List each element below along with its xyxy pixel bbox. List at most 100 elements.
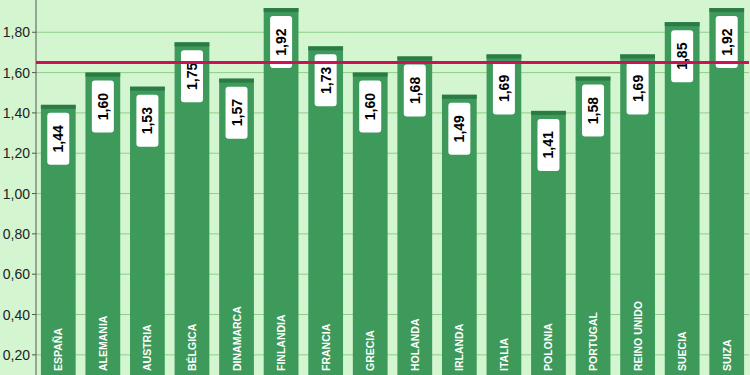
category-label: DINAMARCA	[231, 306, 243, 371]
bar	[531, 111, 566, 375]
data-label-box	[136, 95, 158, 147]
category-label: HOLANDA	[409, 318, 421, 371]
data-label-box	[404, 64, 426, 116]
bar	[41, 105, 76, 375]
data-label-box	[716, 16, 738, 68]
bar	[487, 54, 522, 375]
bar-top	[531, 111, 566, 115]
labels: 1,44ESPAÑA1,60ALEMANIA1,53AUSTRIA1,75BÉL…	[47, 16, 737, 371]
category-label: SUIZA	[721, 339, 733, 371]
data-label: 1,44	[50, 125, 66, 152]
bar-top	[175, 42, 210, 46]
category-label: IRLANDA	[453, 323, 465, 371]
category-label: REINO UNIDO	[632, 301, 644, 371]
bar-top	[665, 22, 700, 26]
category-label: FRANCIA	[320, 323, 332, 371]
data-label-box	[226, 87, 248, 139]
category-label: AUSTRIA	[141, 324, 153, 371]
category-label: ALEMANIA	[97, 315, 109, 371]
data-label: 1,92	[719, 28, 735, 55]
tick-mark	[32, 354, 36, 355]
bar-top	[487, 54, 522, 58]
tick-label: 0,20	[3, 347, 30, 363]
bar-top	[397, 56, 432, 60]
tick-label: 1,40	[3, 105, 30, 121]
tick-mark	[32, 274, 36, 275]
tick-label: 1,20	[3, 145, 30, 161]
category-label: SUECIA	[676, 331, 688, 371]
data-label: 1,49	[451, 115, 467, 142]
tick-mark	[32, 32, 36, 33]
bar	[665, 22, 700, 375]
tick-label: 1,60	[3, 65, 30, 81]
bar	[85, 73, 120, 375]
data-label-box	[270, 16, 292, 68]
bar-top	[219, 79, 254, 83]
tick-label: 1,80	[3, 24, 30, 40]
bar	[442, 95, 477, 375]
background	[0, 0, 750, 375]
data-label: 1,60	[362, 93, 378, 120]
reference-line	[36, 61, 749, 64]
category-label: ITALIA	[498, 338, 510, 371]
y-axis	[36, 0, 37, 375]
category-label: FINLANDIA	[275, 314, 287, 371]
data-label-box	[493, 62, 515, 114]
data-label: 1,92	[273, 28, 289, 55]
data-label: 1,57	[229, 99, 245, 126]
bar-top	[264, 8, 299, 12]
bar	[620, 54, 655, 375]
category-label: ESPAÑA	[52, 328, 64, 371]
grid-line	[36, 32, 749, 33]
data-label-box	[537, 119, 559, 171]
data-label-box	[627, 62, 649, 114]
tick-mark	[32, 233, 36, 234]
bar-top	[85, 73, 120, 77]
data-label: 1,41	[540, 131, 556, 158]
bar-top	[41, 105, 76, 109]
category-label: POLONIA	[542, 323, 554, 371]
data-label-box	[448, 103, 470, 155]
data-label: 1,73	[318, 67, 334, 94]
bar-top	[308, 46, 343, 50]
tick-label: 0,80	[3, 226, 30, 242]
chart: 0,20 0,40 0,60 0,80 1,00 1,20 1,40 1,60 1,80 1,44…	[0, 0, 750, 375]
bar	[576, 77, 611, 375]
data-label-box	[47, 113, 69, 165]
tick-mark	[32, 314, 36, 315]
bar	[175, 42, 210, 375]
bar-top	[576, 77, 611, 81]
bar	[308, 46, 343, 375]
tick-label: 1,00	[3, 186, 30, 202]
tick-label: 0,40	[3, 307, 30, 323]
data-label-box	[92, 81, 114, 133]
bar	[130, 87, 165, 375]
data-label: 1,75	[184, 63, 200, 90]
category-label: PORTUGAL	[587, 312, 599, 372]
data-label-box	[181, 50, 203, 102]
bar	[397, 56, 432, 375]
tick-mark	[32, 112, 36, 113]
tick-mark	[32, 193, 36, 194]
tick-mark	[32, 72, 36, 73]
tick-label: 0,60	[3, 266, 30, 282]
data-label: 1,69	[496, 75, 512, 102]
bar	[353, 73, 388, 375]
data-label: 1,85	[674, 42, 690, 69]
data-label-box	[582, 85, 604, 137]
tick-mark	[32, 153, 36, 154]
bar-top	[442, 95, 477, 99]
bar-top	[130, 87, 165, 91]
bar-top	[620, 54, 655, 58]
data-label-box	[671, 30, 693, 82]
category-label: GRECIA	[364, 330, 376, 371]
bar-top	[709, 8, 744, 12]
bar	[219, 79, 254, 375]
data-label: 1,58	[585, 97, 601, 124]
data-label: 1,68	[407, 77, 423, 104]
data-label: 1,69	[630, 75, 646, 102]
data-label: 1,60	[95, 93, 111, 120]
data-label-box	[359, 81, 381, 133]
category-label: BÉLGICA	[186, 323, 198, 371]
bar-top	[353, 73, 388, 77]
